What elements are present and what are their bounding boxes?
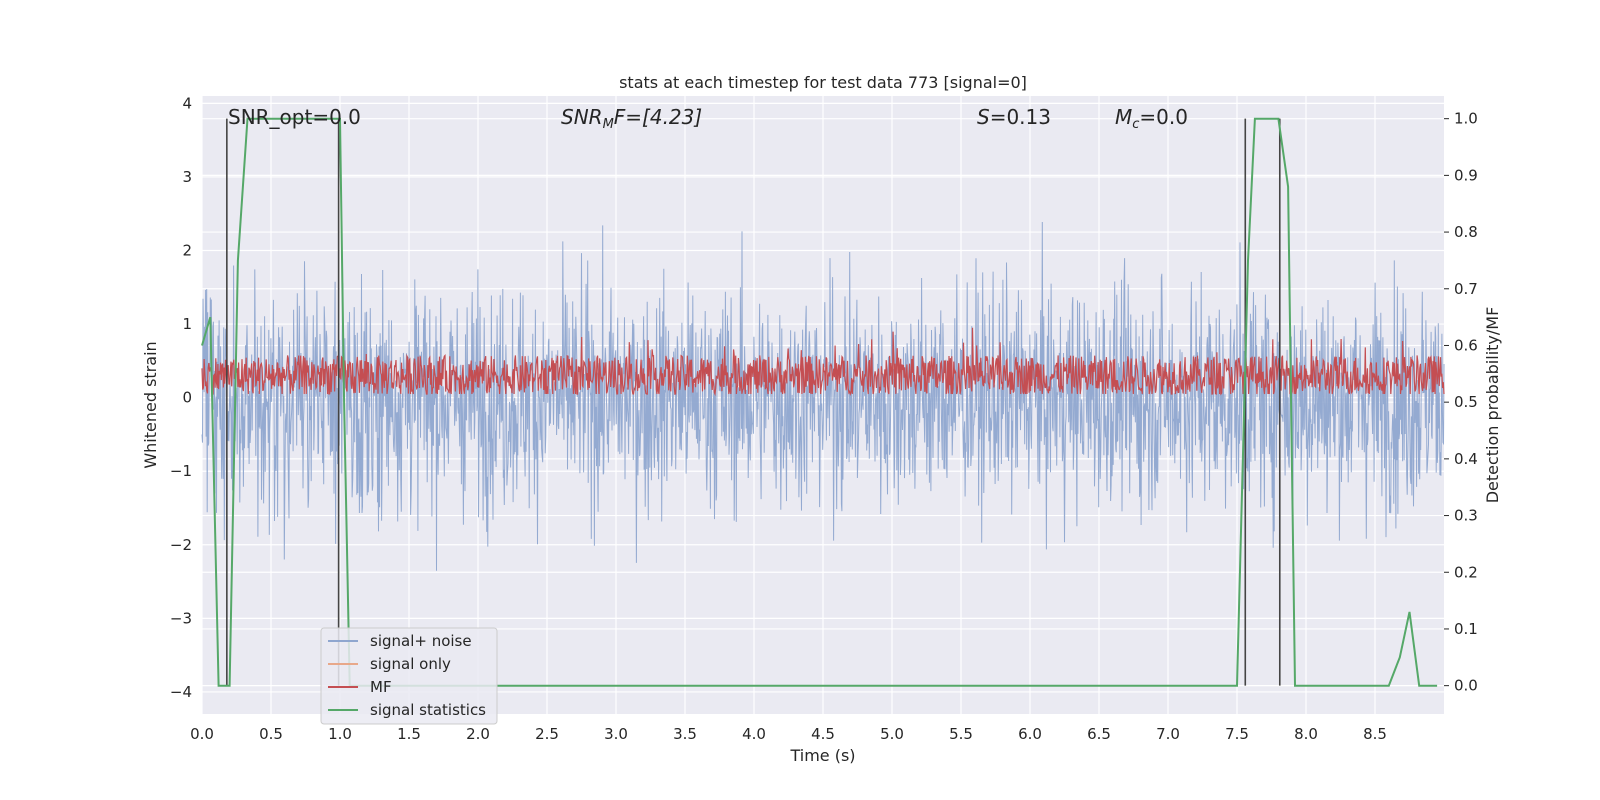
x-tick-label: 6.5 <box>1087 725 1111 743</box>
x-tick-label: 8.0 <box>1294 725 1318 743</box>
y-tick-right-label: 0.5 <box>1454 393 1478 411</box>
annotation-mc: Mc=0.0 <box>1115 105 1188 132</box>
x-tick-label: 4.5 <box>811 725 835 743</box>
x-tick-label: 1.5 <box>397 725 421 743</box>
y-ticks-right: 1.0 0.9 0.8 0.7 0.6 0.5 0.4 0.3 0.2 0.1 0.0 <box>1444 110 1478 695</box>
x-tick-label: 0.5 <box>259 725 283 743</box>
signal-statistics-series <box>201 117 1438 687</box>
y-tick-label: 0 <box>182 389 192 407</box>
y-tick-right-label: 0.7 <box>1454 280 1478 298</box>
y-tick-label: 3 <box>182 168 192 186</box>
annotation-mc-sub: c <box>1132 117 1139 132</box>
y-tick-right-label: 0.6 <box>1454 336 1478 354</box>
legend-label-mf: MF <box>370 678 392 696</box>
x-tick-label: 8.5 <box>1363 725 1387 743</box>
legend-label-signal-statistics: signal statistics <box>370 701 486 719</box>
y-tick-label: −1 <box>170 462 192 480</box>
y-tick-right-label: 0.9 <box>1454 166 1478 184</box>
y-axis-label-right: Detection probability/MF <box>1483 307 1502 504</box>
annotation-snr-mf: SNRMF=[4.23] <box>561 105 702 132</box>
mf-series <box>201 327 1445 397</box>
annotation-mc-base: M <box>1115 105 1132 129</box>
annotation-snr-mf-base: SNR <box>561 105 603 129</box>
annotation-snr-mf-rest: F=[4.23] <box>614 105 702 129</box>
y-tick-right-label: 0.1 <box>1454 620 1478 638</box>
x-tick-label: 4.0 <box>742 725 766 743</box>
legend-label-signal-noise: signal+ noise <box>370 632 472 650</box>
x-tick-label: 7.5 <box>1225 725 1249 743</box>
annotation-mc-rest: =0.0 <box>1139 105 1188 129</box>
x-tick-label: 0.0 <box>190 725 214 743</box>
x-ticks: 0.0 0.5 1.0 1.5 2.0 2.5 3.0 3.5 4.0 4.5 5.0 5.5 6.0 6… <box>190 725 1387 743</box>
x-tick-label: 3.0 <box>604 725 628 743</box>
legend-label-signal-only: signal only <box>370 655 451 673</box>
y-ticks: 4 3 2 1 0 −1 −2 −3 −4 <box>170 94 192 701</box>
annotation-snr-opt: SNR_opt=0.0 <box>228 105 361 129</box>
y-tick-right-label: 0.8 <box>1454 223 1478 241</box>
y-tick-right-label: 0.4 <box>1454 450 1478 468</box>
y-tick-right-label: 1.0 <box>1454 110 1478 128</box>
x-tick-label: 2.5 <box>535 725 559 743</box>
y-axis-label: Whitened strain <box>141 341 160 468</box>
signal-noise-line <box>201 221 1445 571</box>
y-tick-label: 4 <box>182 94 192 112</box>
y-tick-label: 2 <box>182 242 192 260</box>
y-tick-label: −4 <box>170 683 192 701</box>
y-tick-label: −3 <box>170 609 192 627</box>
mf-line <box>201 327 1445 397</box>
y-tick-label: −2 <box>170 536 192 554</box>
signal-noise-series <box>201 221 1445 571</box>
chart-title: stats at each timestep for test data 773… <box>619 73 1027 92</box>
annotation-s-base: S <box>977 105 990 129</box>
signal-statistics-line <box>201 117 1438 687</box>
legend-box <box>320 627 498 725</box>
x-tick-label: 6.0 <box>1018 725 1042 743</box>
x-axis-label: Time (s) <box>789 746 855 765</box>
y-tick-right-label: 0.3 <box>1454 507 1478 525</box>
annotation-s: S=0.13 <box>977 105 1051 129</box>
x-tick-label: 5.0 <box>880 725 904 743</box>
y-tick-right-label: 0.0 <box>1454 677 1478 695</box>
x-tick-label: 2.0 <box>466 725 490 743</box>
x-tick-label: 5.5 <box>949 725 973 743</box>
annotation-snr-mf-sub: M <box>603 117 614 132</box>
x-tick-label: 3.5 <box>673 725 697 743</box>
x-tick-label: 1.0 <box>328 725 352 743</box>
y-tick-right-label: 0.2 <box>1454 563 1478 581</box>
y-tick-label: 1 <box>182 315 192 333</box>
legend: signal+ noise signal only MF signal stat… <box>320 627 498 725</box>
annotation-s-rest: =0.13 <box>990 105 1051 129</box>
x-tick-label: 7.0 <box>1156 725 1180 743</box>
